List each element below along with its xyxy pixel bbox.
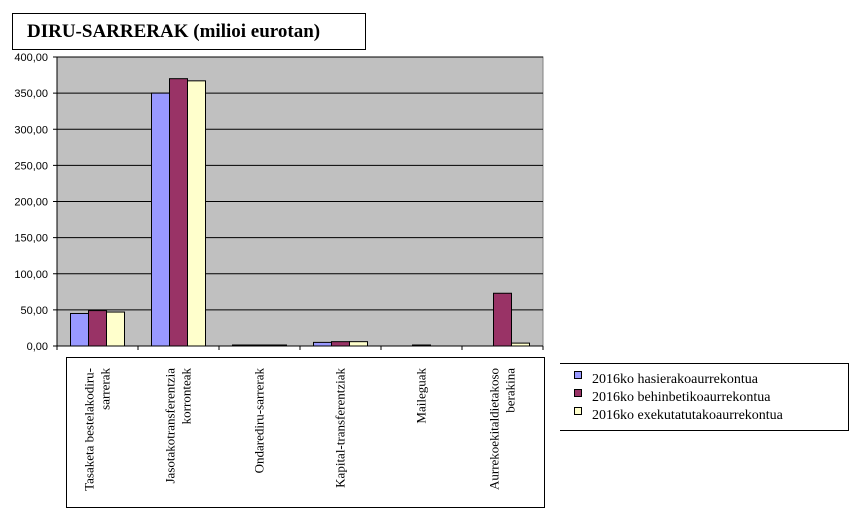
legend-swatch bbox=[574, 407, 582, 415]
x-category-label: korronteak bbox=[179, 368, 194, 425]
legend-item: 2016ko behinbetikoaurrekontua bbox=[574, 389, 770, 407]
legend-item: 2016ko hasierakoaurrekontua bbox=[574, 371, 758, 389]
x-category-label: Aurrekoekitaldietakoso bbox=[487, 368, 502, 490]
bar bbox=[88, 310, 107, 347]
bar bbox=[331, 341, 350, 347]
x-category-label: Tasaketa bestelakodiru- bbox=[82, 368, 97, 491]
bar bbox=[169, 78, 188, 347]
legend-label: 2016ko behinbetikoaurrekontua bbox=[592, 390, 771, 405]
y-tick-label: 150,00 bbox=[14, 233, 48, 245]
bar bbox=[187, 80, 206, 347]
axes bbox=[56, 57, 544, 350]
y-tick-label: 350,00 bbox=[14, 88, 48, 100]
bar bbox=[106, 311, 125, 347]
x-category-label: Jasotakotransferentzia bbox=[163, 368, 178, 484]
legend-item: 2016ko exekutatutakoaurrekontua bbox=[574, 407, 783, 425]
bar bbox=[313, 341, 332, 347]
x-category-label: berakina bbox=[503, 368, 518, 413]
legend-label: 2016ko exekutatutakoaurrekontua bbox=[592, 408, 783, 423]
bars bbox=[70, 78, 530, 347]
legend-swatch bbox=[574, 389, 582, 397]
y-tick-label: 400,00 bbox=[14, 52, 48, 64]
y-tick-label: 200,00 bbox=[14, 197, 48, 209]
x-category-label: Maileguak bbox=[414, 368, 429, 424]
bar bbox=[493, 292, 512, 347]
x-category-label: Ondarediru-sarrerak bbox=[252, 368, 267, 474]
y-tick-labels: 0,00 50,00 100,00 150,00 200,00 250,00 300,00 3… bbox=[14, 52, 48, 353]
y-tick-label: 250,00 bbox=[14, 160, 48, 172]
chart-title: DIRU-SARRERAK (milioi eurotan) bbox=[12, 13, 366, 50]
bar bbox=[151, 92, 170, 347]
y-tick-label: 300,00 bbox=[14, 124, 48, 136]
y-tick-label: 100,00 bbox=[14, 269, 48, 281]
category-label-box bbox=[66, 357, 545, 508]
x-category-label: sarrerak bbox=[98, 368, 113, 410]
legend-label: 2016ko hasierakoaurrekontua bbox=[592, 372, 758, 387]
x-category-labels: Tasaketa bestelakodiru-sarrerak Jasotakot… bbox=[82, 368, 518, 491]
legend: 2016ko hasierakoaurrekontua 2016ko behinb… bbox=[560, 363, 849, 431]
y-tick-label: 0,00 bbox=[27, 341, 48, 353]
x-category-label: Kapital-transferentziak bbox=[333, 368, 348, 488]
legend-swatch bbox=[574, 371, 582, 379]
grid-lines bbox=[53, 56, 543, 347]
bar bbox=[349, 341, 368, 347]
y-tick-label: 50,00 bbox=[20, 305, 48, 317]
bar bbox=[70, 312, 89, 347]
